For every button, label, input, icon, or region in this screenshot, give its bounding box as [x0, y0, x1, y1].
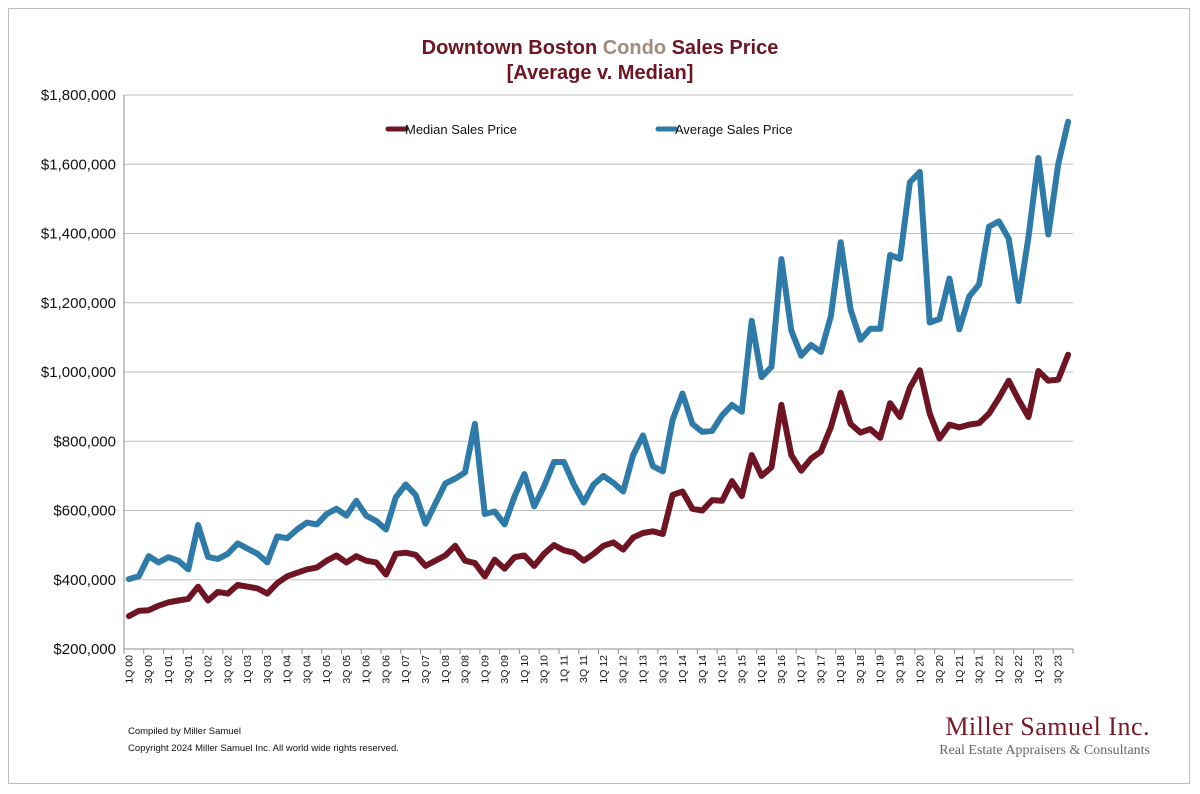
y-tick-label: $1,600,000 [41, 156, 116, 173]
x-tick-label: 1Q 22 [993, 655, 1005, 684]
logo-tagline: Real Estate Appraisers & Consultants [939, 743, 1150, 758]
x-tick-label: 1Q 09 [479, 655, 491, 684]
x-tick-label: 3Q 23 [1053, 655, 1065, 684]
y-tick-label: $200,000 [53, 641, 116, 658]
chart-subtitle: [Average v. Median] [506, 62, 694, 84]
x-tick-label: 3Q 14 [697, 655, 709, 684]
x-tick-label: 3Q 04 [301, 655, 313, 684]
footer-compiled: Compiled by Miller Samuel [128, 726, 241, 737]
x-tick-label: 1Q 03 [242, 655, 254, 684]
x-tick-label: 3Q 15 [736, 655, 748, 684]
x-tick-label: 1Q 20 [914, 655, 926, 684]
chart-title: Downtown Boston Condo Sales Price [0, 36, 1200, 60]
x-tick-label: 3Q 17 [815, 655, 827, 684]
title-part-condo: Condo [602, 37, 667, 59]
x-tick-label: 3Q 08 [460, 655, 472, 684]
x-tick-label: 3Q 19 [895, 655, 907, 684]
x-tick-label: 1Q 21 [954, 655, 966, 684]
x-tick-label: 3Q 01 [183, 655, 195, 684]
x-tick-label: 3Q 06 [380, 655, 392, 684]
x-tick-label: 1Q 10 [519, 655, 531, 684]
x-tick-label: 3Q 00 [143, 655, 155, 684]
y-tick-label: $800,000 [53, 433, 116, 450]
y-tick-label: $1,200,000 [41, 295, 116, 312]
x-tick-label: 3Q 18 [855, 655, 867, 684]
x-tick-label: 1Q 06 [361, 655, 373, 684]
x-tick-label: 1Q 16 [756, 655, 768, 684]
logo-name: Miller Samuel Inc. [890, 712, 1150, 742]
x-tick-label: 1Q 13 [637, 655, 649, 684]
legend-label: Average Sales Price [675, 122, 793, 137]
legend-label: Median Sales Price [405, 122, 517, 137]
x-tick-label: 1Q 04 [282, 655, 294, 684]
x-tick-label: 1Q 14 [677, 655, 689, 684]
title-part-1: Downtown Boston [421, 37, 603, 59]
x-tick-label: 1Q 18 [835, 655, 847, 684]
x-tick-label: 3Q 21 [974, 655, 986, 684]
x-tick-label: 1Q 19 [875, 655, 887, 684]
x-tick-label: 1Q 17 [796, 655, 808, 684]
x-tick-label: 3Q 05 [341, 655, 353, 684]
y-tick-label: $1,000,000 [41, 364, 116, 381]
x-tick-label: 1Q 05 [321, 655, 333, 684]
y-tick-label: $1,800,000 [41, 87, 116, 104]
x-tick-label: 1Q 07 [400, 655, 412, 684]
x-tick-label: 3Q 03 [262, 655, 274, 684]
x-tick-label: 3Q 12 [618, 655, 630, 684]
x-tick-label: 3Q 10 [539, 655, 551, 684]
x-tick-label: 3Q 02 [222, 655, 234, 684]
x-tick-label: 1Q 01 [163, 655, 175, 684]
logo-name-text: Miller Samuel Inc. [945, 712, 1150, 741]
x-tick-label: 3Q 13 [657, 655, 669, 684]
x-tick-label: 1Q 02 [203, 655, 215, 684]
x-tick-label: 3Q 16 [776, 655, 788, 684]
footer-copyright: Copyright 2024 Miller Samuel Inc. All wo… [128, 743, 399, 754]
x-tick-label: 3Q 20 [934, 655, 946, 684]
x-tick-label: 3Q 11 [578, 655, 590, 683]
y-tick-label: $600,000 [53, 503, 116, 520]
y-tick-label: $1,400,000 [41, 226, 116, 243]
chart-frame [8, 8, 1190, 784]
x-tick-label: 1Q 11 [558, 655, 570, 683]
x-tick-label: 1Q 12 [598, 655, 610, 684]
x-tick-label: 1Q 08 [440, 655, 452, 684]
x-tick-label: 1Q 23 [1033, 655, 1045, 684]
median-series-line [125, 351, 1072, 620]
x-tick-label: 1Q 15 [717, 655, 729, 684]
title-part-3: Sales Price [666, 37, 779, 59]
average-series-line [125, 118, 1072, 583]
x-tick-label: 1Q 00 [123, 655, 135, 684]
x-tick-label: 3Q 07 [420, 655, 432, 684]
y-tick-label: $400,000 [53, 572, 116, 589]
x-tick-label: 3Q 09 [499, 655, 511, 684]
x-tick-label: 3Q 22 [1013, 655, 1025, 684]
